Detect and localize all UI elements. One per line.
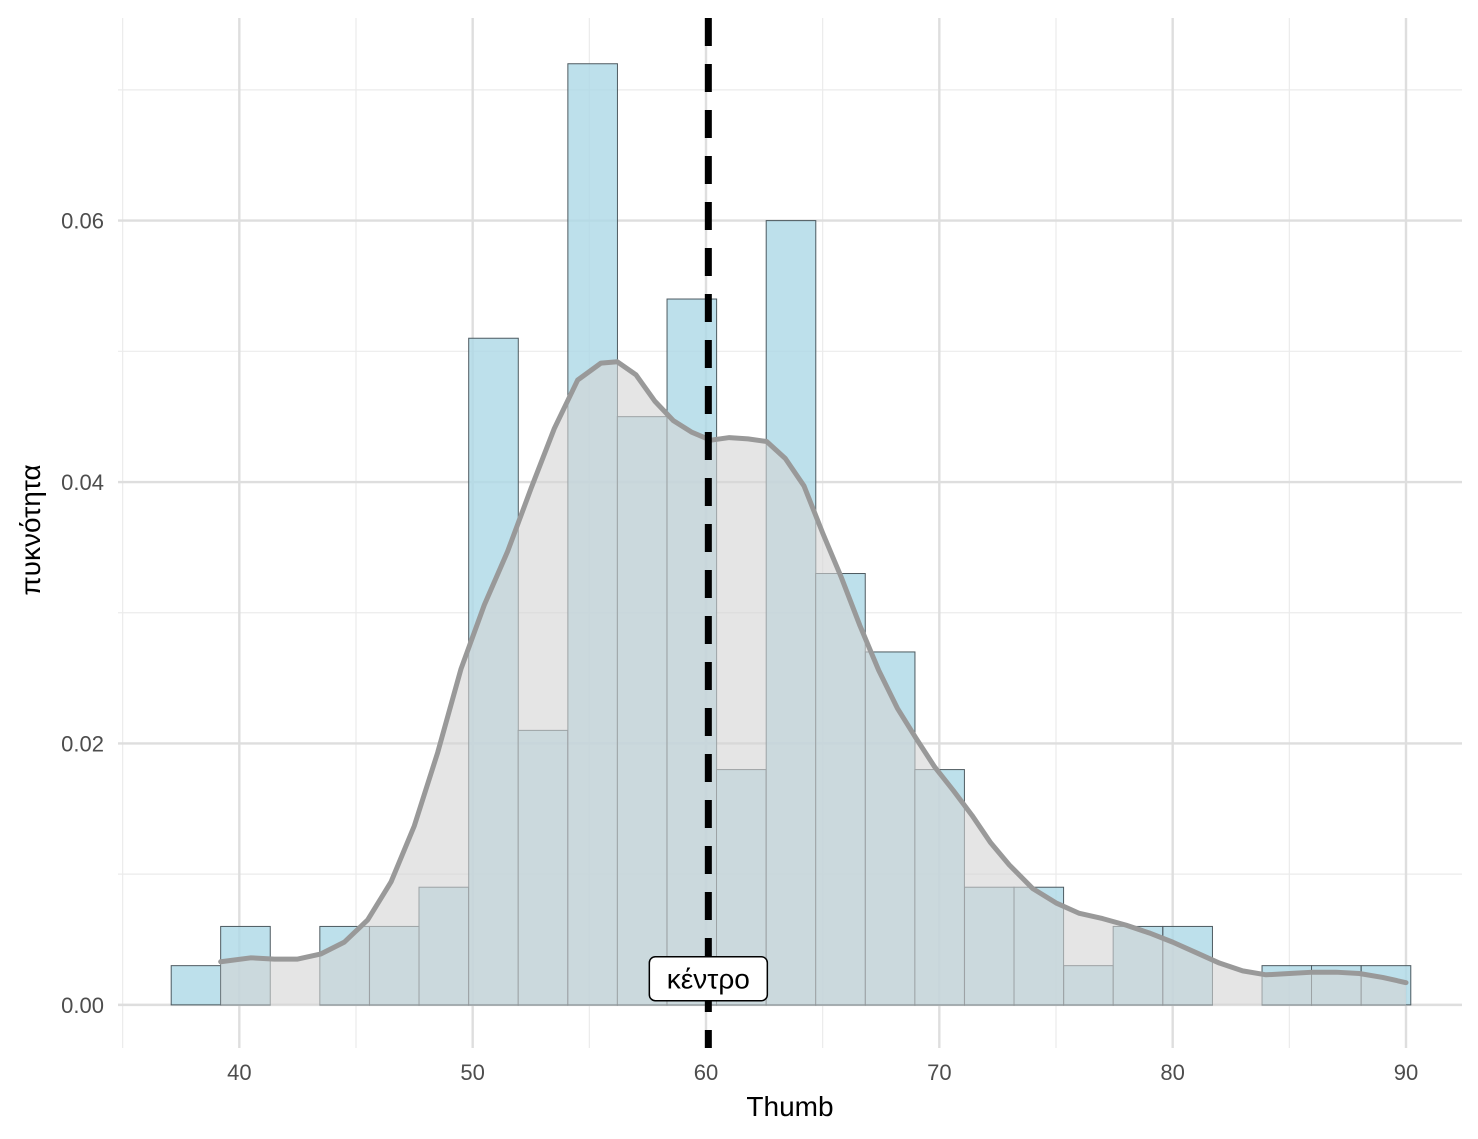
x-tick-label: 40: [227, 1060, 251, 1085]
annotation-label: κέντρο: [667, 964, 750, 995]
x-tick-label: 50: [460, 1060, 484, 1085]
x-tick-label: 80: [1160, 1060, 1184, 1085]
y-axis-tick-labels: 0.00 0.02 0.04 0.06: [61, 209, 104, 1018]
x-tick-label: 70: [927, 1060, 951, 1085]
annotation-group: κέντρο: [648, 955, 769, 1002]
density-area: [220, 361, 1407, 1005]
x-axis-tick-labels: 40 50 60 70 80 90: [227, 1060, 1418, 1085]
x-tick-label: 90: [1394, 1060, 1418, 1085]
y-tick-label: 0.06: [61, 209, 104, 234]
x-tick-label: 60: [694, 1060, 718, 1085]
y-tick-label: 0.02: [61, 731, 104, 756]
histogram-bar: [170, 965, 222, 1006]
y-tick-label: 0.00: [61, 993, 104, 1018]
x-axis-title: Thumb: [746, 1091, 833, 1122]
density-curve-group: [218, 359, 1409, 1005]
y-axis-title: πυκνότητα: [15, 464, 46, 595]
density-curve: [218, 359, 1409, 986]
y-tick-label: 0.04: [61, 470, 104, 495]
annotation-box: [648, 955, 769, 1002]
